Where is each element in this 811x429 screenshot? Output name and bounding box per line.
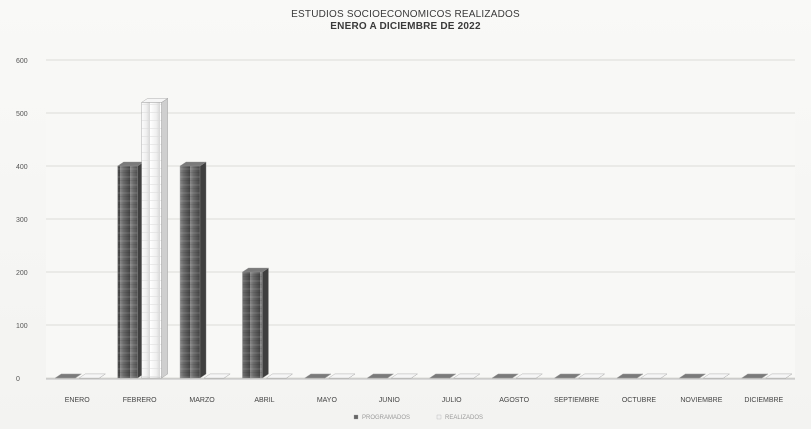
bar-zero-top xyxy=(265,373,294,379)
bar-zero-top xyxy=(640,373,668,379)
bar-programados-11 xyxy=(741,373,769,379)
bar-zero-top xyxy=(553,373,582,379)
y-tick-label: 400 xyxy=(16,164,28,171)
bar-top xyxy=(179,161,207,167)
bar-realizados-2 xyxy=(203,373,231,379)
x-tick-label: ENERO xyxy=(65,397,90,404)
bar-top xyxy=(241,267,270,273)
legend-programados-swatch xyxy=(353,414,359,420)
bar-zero-top xyxy=(453,373,481,379)
bar-zero-top xyxy=(78,373,106,379)
bar-programados-4 xyxy=(304,373,332,379)
bar-zero-top xyxy=(54,373,82,379)
bar-zero-top xyxy=(366,373,394,379)
y-tick-label: 300 xyxy=(16,217,28,224)
legend-programados-label: PROGRAMADOS xyxy=(362,415,410,421)
y-tick-label: 100 xyxy=(16,323,28,330)
bar-realizados-8 xyxy=(577,373,606,379)
bar-programados-1 xyxy=(117,161,145,379)
bar-programados-0 xyxy=(54,373,82,379)
bar-realizados-10 xyxy=(702,373,730,379)
bar-top xyxy=(141,98,169,103)
bar-realizados-3 xyxy=(265,373,294,379)
bar-front xyxy=(141,102,162,379)
bar-realizados-6 xyxy=(453,373,481,379)
bar-front xyxy=(179,165,201,379)
bar-zero-top xyxy=(515,373,543,379)
bar-zero-top xyxy=(678,373,706,379)
bar-programados-8 xyxy=(553,373,582,379)
bar-zero-top xyxy=(765,373,793,379)
x-tick-label: JUNIO xyxy=(379,397,401,404)
bar-realizados-11 xyxy=(765,373,793,379)
x-tick-label: MARZO xyxy=(189,397,215,404)
bar-front xyxy=(242,271,263,379)
bar-realizados-1 xyxy=(141,98,169,379)
bar-front xyxy=(117,165,138,379)
bar-realizados-4 xyxy=(328,373,356,379)
bar-zero-top xyxy=(616,373,644,379)
bar-programados-5 xyxy=(366,373,394,379)
legend-realizados-swatch xyxy=(436,414,442,420)
bar-zero-top xyxy=(702,373,730,379)
x-tick-label: NOVIEMBRE xyxy=(680,397,722,404)
bar-programados-3 xyxy=(241,267,270,379)
bar-zero-top xyxy=(304,373,332,379)
bar-realizados-5 xyxy=(390,373,418,379)
bar-programados-10 xyxy=(678,373,706,379)
bar-side xyxy=(199,161,207,379)
y-tick-label: 0 xyxy=(16,376,20,383)
y-tick-label: 200 xyxy=(16,270,28,277)
bar-realizados-7 xyxy=(515,373,543,379)
bar-programados-9 xyxy=(616,373,644,379)
bar-zero-top xyxy=(390,373,418,379)
bar-programados-7 xyxy=(491,373,519,379)
bar-side xyxy=(262,267,269,379)
bar-side xyxy=(161,98,168,379)
x-tick-label: FEBRERO xyxy=(123,397,157,404)
bar-realizados-9 xyxy=(640,373,668,379)
bar-programados-2 xyxy=(179,161,207,379)
x-tick-label: JULIO xyxy=(442,397,462,404)
y-tick-label: 600 xyxy=(16,58,28,65)
x-tick-label: DICIEMBRE xyxy=(744,397,783,404)
x-tick-label: OCTUBRE xyxy=(622,397,657,404)
x-tick-label: AGOSTO xyxy=(499,397,529,404)
bar-zero-top xyxy=(429,373,457,379)
y-tick-label: 500 xyxy=(16,111,28,118)
bar-zero-top xyxy=(491,373,519,379)
bar-programados-6 xyxy=(429,373,457,379)
x-tick-label: SEPTIEMBRE xyxy=(554,397,599,404)
bar-zero-top xyxy=(577,373,606,379)
bar-zero-top xyxy=(328,373,356,379)
x-tick-label: ABRIL xyxy=(254,397,274,404)
legend-realizados-label: REALIZADOS xyxy=(445,415,483,421)
bar-zero-top xyxy=(741,373,769,379)
bar-zero-top xyxy=(203,373,231,379)
chart-title: ESTUDIOS SOCIOECONOMICOS REALIZADOS xyxy=(291,9,520,20)
x-tick-label: MAYO xyxy=(317,397,338,404)
chart-subtitle: ENERO A DICIEMBRE DE 2022 xyxy=(330,21,481,32)
bar-realizados-0 xyxy=(78,373,106,379)
